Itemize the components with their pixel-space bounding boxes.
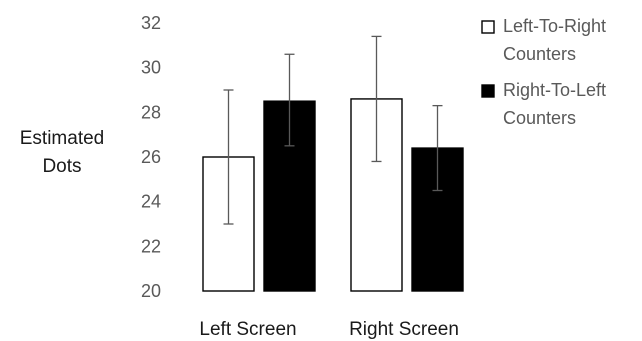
y-axis-label-line-1: Estimated <box>20 128 104 149</box>
legend-swatch <box>481 20 495 34</box>
y-axis-label: Estimated Dots <box>20 128 104 177</box>
y-tick-label: 24 <box>141 192 161 212</box>
y-tick-label: 28 <box>141 102 161 122</box>
error-bars <box>223 35 443 225</box>
legend: Left-To-Right Counters Right-To-Left Counte… <box>481 16 606 128</box>
y-tick-label: 30 <box>141 58 161 78</box>
x-axis-categories: Left Screen Right Screen <box>199 319 459 340</box>
legend-label: Counters <box>503 108 576 128</box>
x-category-label: Right Screen <box>349 319 459 340</box>
y-tick-label: 26 <box>141 147 161 167</box>
legend-label: Counters <box>503 44 576 64</box>
bars <box>202 98 464 292</box>
y-tick-label: 22 <box>141 236 161 256</box>
legend-label: Left-To-Right <box>503 16 606 36</box>
y-axis-ticks: 20 22 24 26 28 30 32 <box>141 13 161 301</box>
y-tick-label: 32 <box>141 13 161 33</box>
legend-label: Right-To-Left <box>503 80 606 100</box>
legend-swatch <box>481 84 495 98</box>
y-axis-label-line-2: Dots <box>42 156 81 177</box>
x-category-label: Left Screen <box>199 319 296 340</box>
y-tick-label: 20 <box>141 281 161 301</box>
bar-right-to-left-right-screen <box>411 147 464 292</box>
